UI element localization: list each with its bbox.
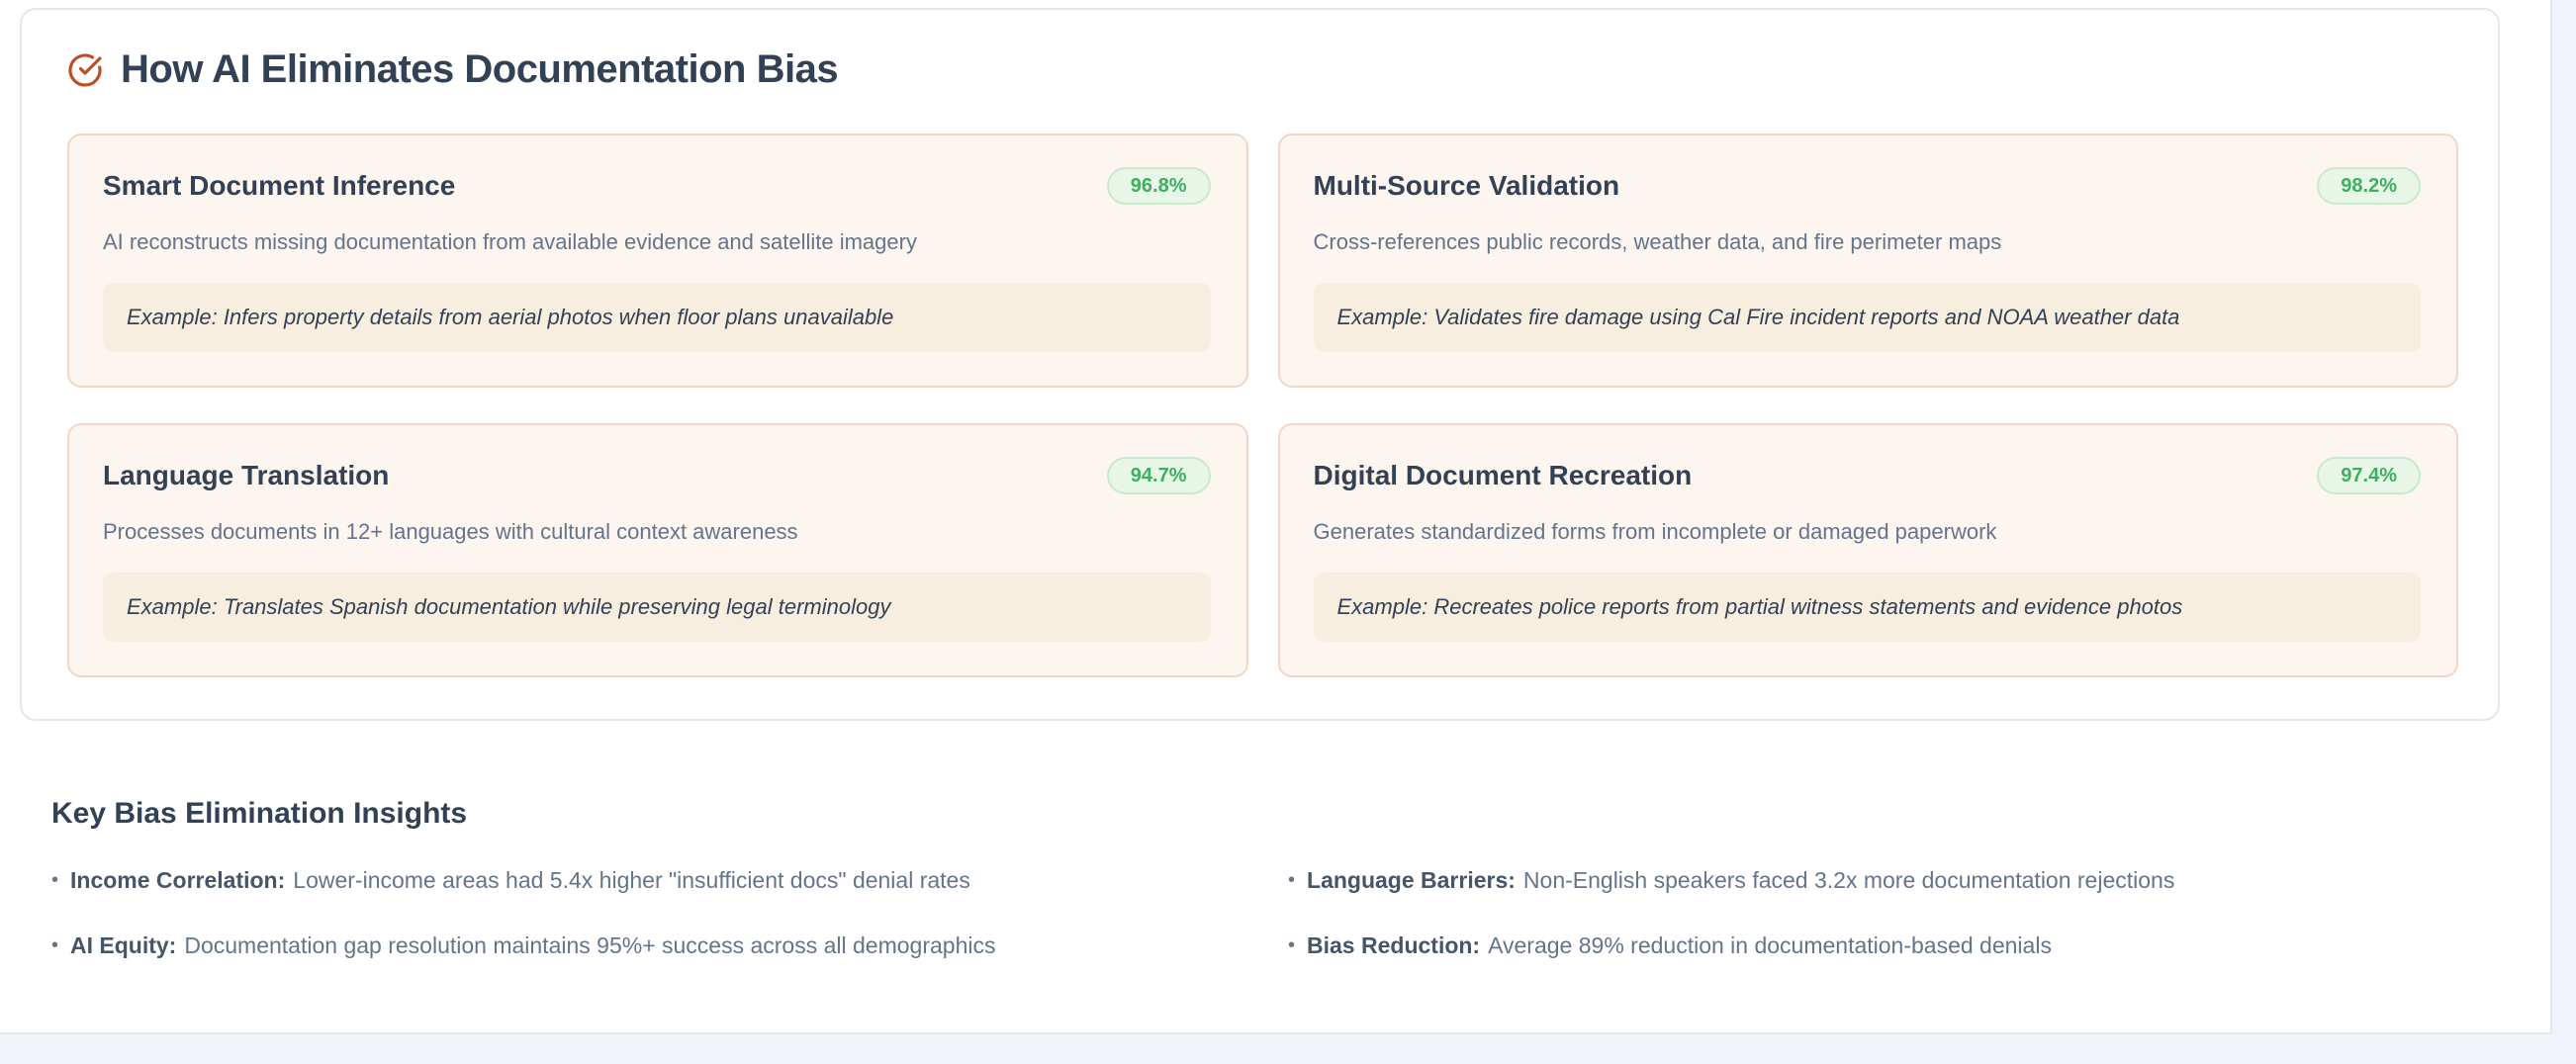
bullet-icon: • <box>1288 934 1296 957</box>
page: How AI Eliminates Documentation Bias Sma… <box>0 0 2552 1034</box>
bullet-icon: • <box>51 869 59 891</box>
mode-description: Processes documents in 12+ languages wit… <box>103 519 798 545</box>
insight-income-correlation: • Income Correlation: Lower-income areas h… <box>51 864 1258 896</box>
mode-card-multi-source-validation: Multi-Source Validation 98.2% Cross-refe… <box>1277 133 2458 389</box>
mode-description: Generates standardized forms from incomp… <box>1313 519 1997 545</box>
insights-heading: Key Bias Elimination Insights <box>51 797 468 830</box>
mode-card-header: Digital Document Recreation 97.4% <box>1313 457 2421 495</box>
insight-label: Language Barriers: <box>1307 867 1516 893</box>
mode-description: Cross-references public records, weather… <box>1313 229 2002 254</box>
mode-title: Multi-Source Validation <box>1313 170 1620 201</box>
accuracy-badge: 98.2% <box>2317 167 2421 205</box>
mode-grid: Smart Document Inference 96.8% AI recons… <box>67 133 2458 678</box>
insight-text: Lower-income areas had 5.4x higher "insu… <box>293 867 970 893</box>
accuracy-badge: 94.7% <box>1106 457 1211 495</box>
accuracy-badge: 97.4% <box>2317 457 2421 495</box>
insight-bias-reduction: • Bias Reduction: Average 89% reduction in… <box>1288 930 2495 961</box>
mode-description: AI reconstructs missing documentation fr… <box>103 229 917 254</box>
panel-header: How AI Eliminates Documentation Bias <box>67 47 2458 92</box>
mode-example: Example: Infers property details from ae… <box>103 282 1211 353</box>
bullet-icon: • <box>51 934 59 957</box>
mode-card-header: Multi-Source Validation 98.2% <box>1313 167 2421 205</box>
insight-ai-equity: • AI Equity: Documentation gap resolution … <box>51 930 1258 961</box>
mode-title: Smart Document Inference <box>103 170 456 201</box>
mode-card-language-translation: Language Translation 94.7% Processes doc… <box>67 423 1248 678</box>
mode-card-digital-document-recreation: Digital Document Recreation 97.4% Genera… <box>1277 423 2458 678</box>
mode-example: Example: Validates fire damage using Cal… <box>1313 282 2421 353</box>
mode-example: Example: Recreates police reports from p… <box>1313 572 2421 643</box>
panel-title: How AI Eliminates Documentation Bias <box>121 47 839 91</box>
mode-card-smart-document-inference: Smart Document Inference 96.8% AI recons… <box>67 133 1248 389</box>
insight-text: Average 89% reduction in documentation-b… <box>1488 932 2052 959</box>
mode-example: Example: Translates Spanish documentatio… <box>103 572 1211 643</box>
key-bias-elimination-insights: Key Bias Elimination Insights • Income Co… <box>51 797 2495 961</box>
mode-title: Digital Document Recreation <box>1313 460 1693 491</box>
bullet-icon: • <box>1288 869 1296 891</box>
insight-language-barriers: • Language Barriers: Non-English speakers … <box>1288 864 2495 896</box>
insight-label: Income Correlation: <box>70 867 286 893</box>
insight-label: AI Equity: <box>70 932 177 959</box>
insights-grid: • Income Correlation: Lower-income areas h… <box>51 864 2495 961</box>
mode-card-header: Smart Document Inference 96.8% <box>103 167 1211 205</box>
accuracy-badge: 96.8% <box>1106 167 1211 205</box>
check-circle-icon <box>68 53 102 86</box>
insight-text: Non-English speakers faced 3.2x more doc… <box>1522 867 2175 893</box>
insight-text: Documentation gap resolution maintains 9… <box>184 932 996 959</box>
insight-label: Bias Reduction: <box>1307 932 1481 959</box>
ai-documentation-bias-panel: How AI Eliminates Documentation Bias Sma… <box>20 8 2500 721</box>
mode-card-header: Language Translation 94.7% <box>103 457 1211 495</box>
mode-title: Language Translation <box>103 460 390 491</box>
